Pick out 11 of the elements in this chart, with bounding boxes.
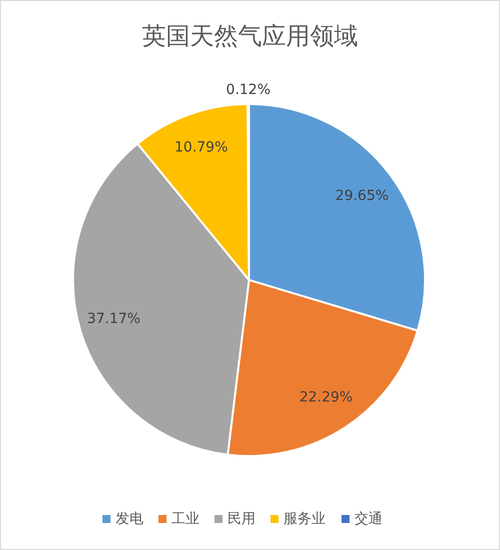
legend-label: 交通 [354,510,382,527]
legend-label: 民用 [228,510,256,527]
data-label: 0.12% [226,82,271,98]
data-label: 37.17% [87,311,140,328]
data-label: 22.29% [299,390,353,406]
data-label: 29.65% [335,188,389,204]
legend-label: 工业 [172,510,200,527]
data-label: 10.79% [174,139,228,156]
legend-label: 发电 [116,510,144,527]
legend-label: 服务业 [284,510,326,527]
chart-title: 英国天然气应用领域 [142,22,358,50]
